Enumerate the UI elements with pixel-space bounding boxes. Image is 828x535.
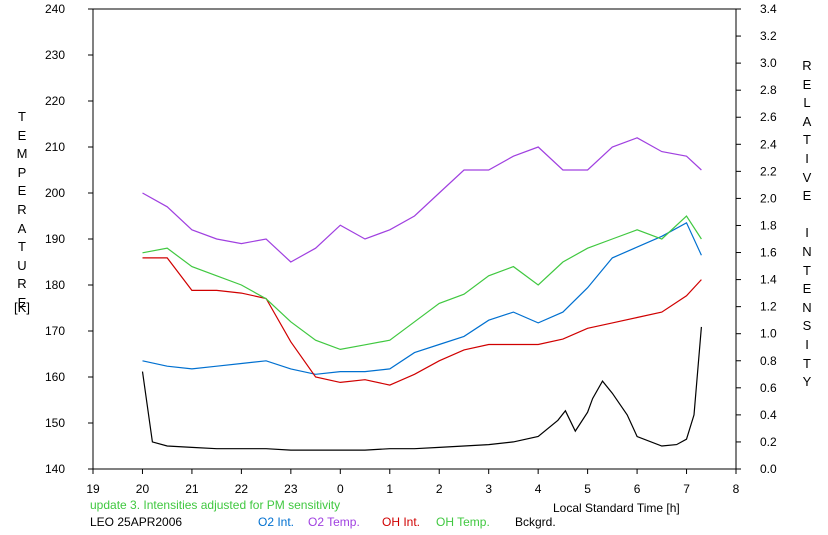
plot-frame [92, 8, 737, 470]
right-tick-label: 3.0 [760, 56, 777, 70]
right-tick-label: 3.2 [760, 29, 777, 43]
left-tick-label: 170 [45, 324, 65, 338]
left-tick-label: 140 [45, 462, 65, 476]
x-tick-label: 0 [337, 482, 344, 496]
series-line-oh-temp [142, 215, 702, 351]
right-tick-label: 3.4 [760, 2, 777, 16]
note-text: update 3. Intensities adjusted for PM se… [90, 498, 341, 512]
right-tick-label: 2.8 [760, 83, 777, 97]
x-tick-label: 19 [86, 482, 100, 496]
right-tick-label: 2.2 [760, 164, 777, 178]
series-line-oh-int [142, 257, 702, 386]
x-tick-label: 6 [634, 482, 641, 496]
legend-item: OH Int. [382, 515, 421, 529]
left-tick-label: 230 [45, 48, 65, 62]
right-tick-label: 0.4 [760, 408, 777, 422]
right-axis-ticks: 0.0 0.2 0.4 0.6 0.8 1.0 1.2 1.4 1.6 1.8 2.0 2.2 2.4 2… [736, 2, 777, 476]
right-tick-label: 2.0 [760, 191, 777, 205]
left-tick-label: 180 [45, 278, 65, 292]
x-tick-label: 3 [485, 482, 492, 496]
series-line-o2-int [142, 221, 702, 375]
right-tick-label: 0.0 [760, 462, 777, 476]
legend-item: OH Temp. [436, 515, 490, 529]
series-line-bckgrd [141, 326, 702, 451]
x-tick-label: 8 [733, 482, 740, 496]
left-tick-label: 190 [45, 232, 65, 246]
station-date: LEO 25APR2006 [90, 515, 183, 529]
left-tick-label: 240 [45, 2, 65, 16]
right-tick-label: 0.8 [760, 354, 777, 368]
left-tick-label: 200 [45, 186, 65, 200]
x-axis-ticks: 19 20 21 22 23 0 1 2 3 4 5 6 7 8 [86, 469, 740, 496]
right-tick-label: 1.4 [760, 273, 777, 287]
x-tick-label: 2 [436, 482, 443, 496]
legend-item: O2 Int. [258, 515, 295, 529]
x-tick-label: 7 [683, 482, 690, 496]
right-tick-label: 2.4 [760, 137, 777, 151]
series-line-o2-temp [142, 137, 702, 263]
left-axis-ticks: 140 150 160 170 180 190 200 210 220 230 240 [45, 2, 93, 476]
x-tick-label: 21 [185, 482, 199, 496]
y-axis-left-unit: [K] [14, 300, 30, 315]
y-axis-left-title: T E M P E R A T U R E [16, 109, 28, 310]
x-tick-label: 4 [535, 482, 542, 496]
right-tick-label: 1.6 [760, 246, 777, 260]
x-tick-label: 1 [386, 482, 393, 496]
left-tick-label: 160 [45, 370, 65, 384]
legend-item: Bckgrd. [515, 515, 556, 529]
right-tick-label: 1.2 [760, 300, 777, 314]
right-tick-label: 0.2 [760, 435, 777, 449]
x-tick-label: 5 [584, 482, 591, 496]
series-lines [141, 137, 702, 451]
left-tick-label: 210 [45, 140, 65, 154]
x-tick-label: 22 [235, 482, 249, 496]
left-tick-label: 150 [45, 416, 65, 430]
right-tick-label: 2.6 [760, 110, 777, 124]
right-tick-label: 1.8 [760, 218, 777, 232]
x-tick-label: 20 [136, 482, 150, 496]
legend-item: O2 Temp. [308, 515, 360, 529]
right-tick-label: 0.6 [760, 381, 777, 395]
left-tick-label: 220 [45, 94, 65, 108]
x-tick-label: 23 [284, 482, 298, 496]
x-axis-title: Local Standard Time [h] [553, 501, 680, 515]
right-tick-label: 1.0 [760, 327, 777, 341]
y-axis-right-title: R E L A T I V E I N T E N S I T Y [802, 58, 812, 390]
